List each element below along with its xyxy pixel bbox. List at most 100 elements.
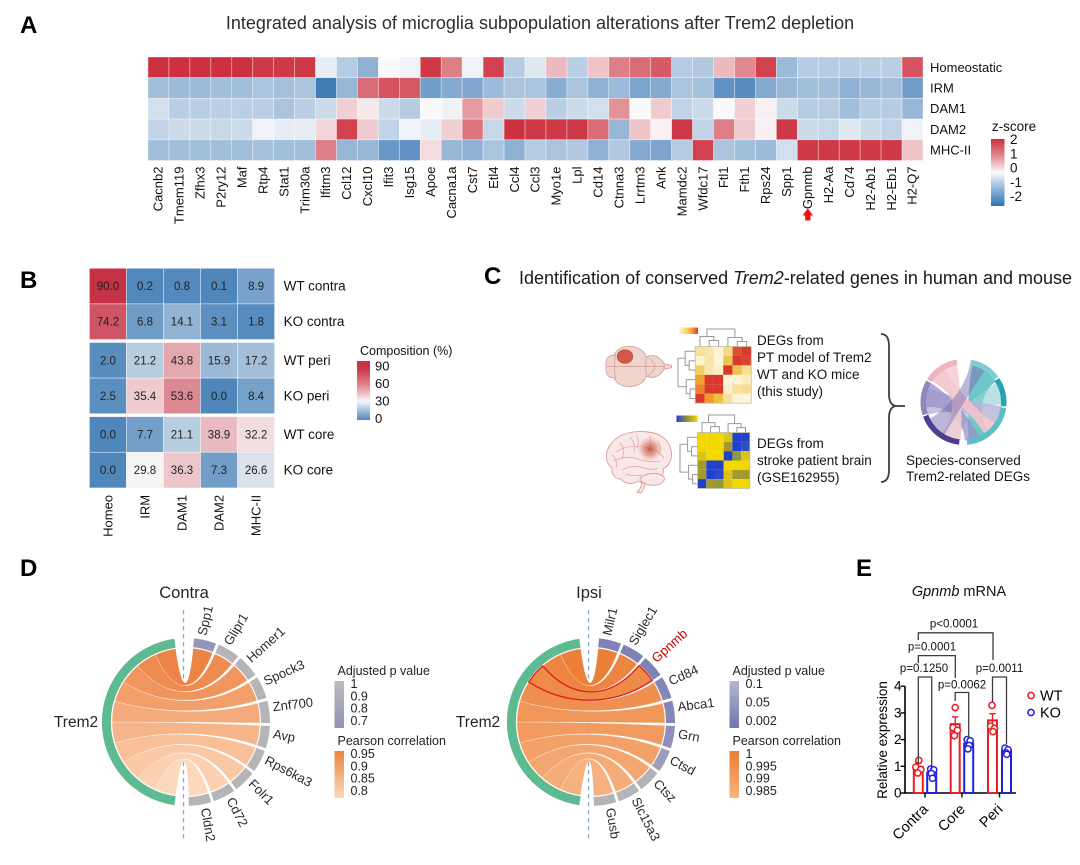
svg-text:2.0: 2.0: [100, 355, 116, 367]
svg-text:Homeo: Homeo: [100, 495, 115, 537]
svg-text:90.0: 90.0: [97, 281, 119, 293]
svg-text:H2-Q7: H2-Q7: [905, 167, 920, 205]
svg-text:Mamdc2: Mamdc2: [674, 167, 689, 217]
svg-text:DAM2: DAM2: [930, 122, 966, 137]
svg-text:0.9: 0.9: [351, 759, 368, 773]
svg-text:3.1: 3.1: [211, 317, 227, 329]
svg-text:z-score: z-score: [992, 119, 1036, 134]
svg-text:8.9: 8.9: [248, 281, 264, 293]
svg-text:Trim30a: Trim30a: [297, 166, 312, 214]
svg-text:21.1: 21.1: [171, 430, 193, 442]
svg-text:0.002: 0.002: [746, 714, 777, 728]
svg-text:DEGs from: DEGs from: [757, 436, 824, 451]
svg-text:0.95: 0.95: [351, 747, 375, 761]
svg-text:Cxcl10: Cxcl10: [360, 167, 375, 207]
svg-text:Trem2-related DEGs: Trem2-related DEGs: [906, 469, 1030, 484]
svg-text:Milr1: Milr1: [599, 606, 620, 637]
svg-text:DEGs from: DEGs from: [757, 333, 824, 348]
svg-text:53.6: 53.6: [171, 391, 193, 403]
svg-text:Fth1: Fth1: [737, 167, 752, 193]
svg-text:2: 2: [894, 732, 902, 747]
svg-text:15.9: 15.9: [208, 355, 230, 367]
svg-text:Cd74: Cd74: [842, 167, 857, 198]
svg-text:90: 90: [375, 359, 389, 374]
svg-text:Ftl1: Ftl1: [716, 167, 731, 189]
svg-text:Trem2: Trem2: [54, 714, 98, 731]
svg-text:-2: -2: [1010, 189, 1022, 204]
svg-text:PT model of Trem2: PT model of Trem2: [757, 350, 872, 365]
svg-text:B: B: [20, 267, 37, 294]
svg-text:Gpnmb: Gpnmb: [800, 167, 815, 210]
svg-text:Identification of conserved Tr: Identification of conserved Trem2-relate…: [519, 268, 1072, 288]
svg-text:Zfhx3: Zfhx3: [193, 167, 208, 200]
svg-text:Gusb: Gusb: [603, 807, 623, 840]
svg-text:17.2: 17.2: [245, 355, 267, 367]
svg-text:Ipsi: Ipsi: [576, 584, 602, 602]
svg-text:3: 3: [894, 705, 902, 720]
svg-text:(this study): (this study): [757, 384, 823, 399]
svg-text:IRM: IRM: [138, 495, 153, 519]
svg-text:2.5: 2.5: [100, 391, 116, 403]
svg-text:Integrated analysis of microgl: Integrated analysis of microglia subpopu…: [226, 13, 854, 33]
svg-text:Rtp4: Rtp4: [255, 167, 270, 194]
svg-text:1: 1: [351, 677, 358, 691]
svg-text:32.2: 32.2: [245, 430, 267, 442]
svg-text:KO contra: KO contra: [284, 314, 345, 329]
svg-text:7.7: 7.7: [137, 430, 153, 442]
svg-text:0.85: 0.85: [351, 772, 375, 786]
svg-text:8.4: 8.4: [248, 391, 265, 403]
svg-text:60: 60: [375, 376, 389, 391]
svg-text:Composition (%): Composition (%): [360, 344, 452, 358]
svg-text:KO peri: KO peri: [284, 388, 330, 403]
svg-text:A: A: [20, 12, 37, 39]
svg-text:35.4: 35.4: [134, 391, 157, 403]
svg-text:Stat1: Stat1: [276, 167, 291, 197]
svg-text:29.8: 29.8: [134, 465, 156, 477]
svg-text:Znf700: Znf700: [272, 694, 314, 714]
svg-text:Ccl3: Ccl3: [528, 167, 543, 193]
svg-text:0.99: 0.99: [746, 772, 770, 786]
svg-text:Wfdc17: Wfdc17: [695, 167, 710, 211]
svg-text:Abca1: Abca1: [677, 695, 715, 714]
svg-text:Ccl4: Ccl4: [507, 167, 522, 193]
svg-text:0.0: 0.0: [100, 465, 116, 477]
svg-text:0.0: 0.0: [100, 430, 116, 442]
svg-text:Contra: Contra: [159, 584, 209, 602]
svg-text:0.9: 0.9: [351, 689, 368, 703]
svg-text:0.05: 0.05: [746, 696, 770, 710]
svg-text:0.7: 0.7: [351, 714, 368, 728]
svg-text:0.0: 0.0: [211, 391, 227, 403]
svg-text:p=0.1250: p=0.1250: [900, 663, 948, 675]
svg-text:-1: -1: [1010, 175, 1022, 190]
svg-text:Adjusted p value: Adjusted p value: [338, 664, 430, 678]
svg-text:Lpl: Lpl: [570, 166, 585, 183]
svg-text:DAM1: DAM1: [930, 101, 966, 116]
svg-text:D: D: [20, 555, 37, 582]
svg-text:0.995: 0.995: [746, 759, 777, 773]
svg-text:p<0.0001: p<0.0001: [930, 619, 978, 631]
svg-text:KO core: KO core: [284, 463, 334, 478]
svg-text:26.6: 26.6: [245, 465, 267, 477]
svg-text:KO: KO: [1040, 706, 1061, 722]
svg-text:Relative expression: Relative expression: [875, 681, 890, 799]
svg-text:(GSE162955): (GSE162955): [757, 470, 840, 485]
svg-text:Cldn2: Cldn2: [198, 807, 219, 843]
svg-text:0: 0: [894, 786, 902, 801]
svg-text:43.8: 43.8: [171, 355, 193, 367]
svg-text:0: 0: [1010, 161, 1018, 176]
svg-text:Ctnna3: Ctnna3: [612, 167, 627, 209]
svg-text:Apoe: Apoe: [423, 167, 438, 197]
svg-text:0.8: 0.8: [351, 784, 368, 798]
svg-text:4: 4: [894, 679, 902, 694]
svg-text:Spp1: Spp1: [194, 604, 216, 637]
svg-text:Homeostatic: Homeostatic: [930, 60, 1003, 75]
svg-text:36.3: 36.3: [171, 465, 193, 477]
svg-text:0.985: 0.985: [746, 784, 777, 798]
svg-text:1: 1: [894, 759, 902, 774]
svg-text:Cacna1a: Cacna1a: [444, 166, 459, 219]
svg-text:Pearson correlation: Pearson correlation: [338, 734, 446, 748]
svg-text:E: E: [856, 555, 872, 582]
svg-text:Ccl12: Ccl12: [339, 167, 354, 200]
svg-text:Ifitm3: Ifitm3: [318, 167, 333, 199]
svg-text:Isg15: Isg15: [402, 167, 417, 199]
